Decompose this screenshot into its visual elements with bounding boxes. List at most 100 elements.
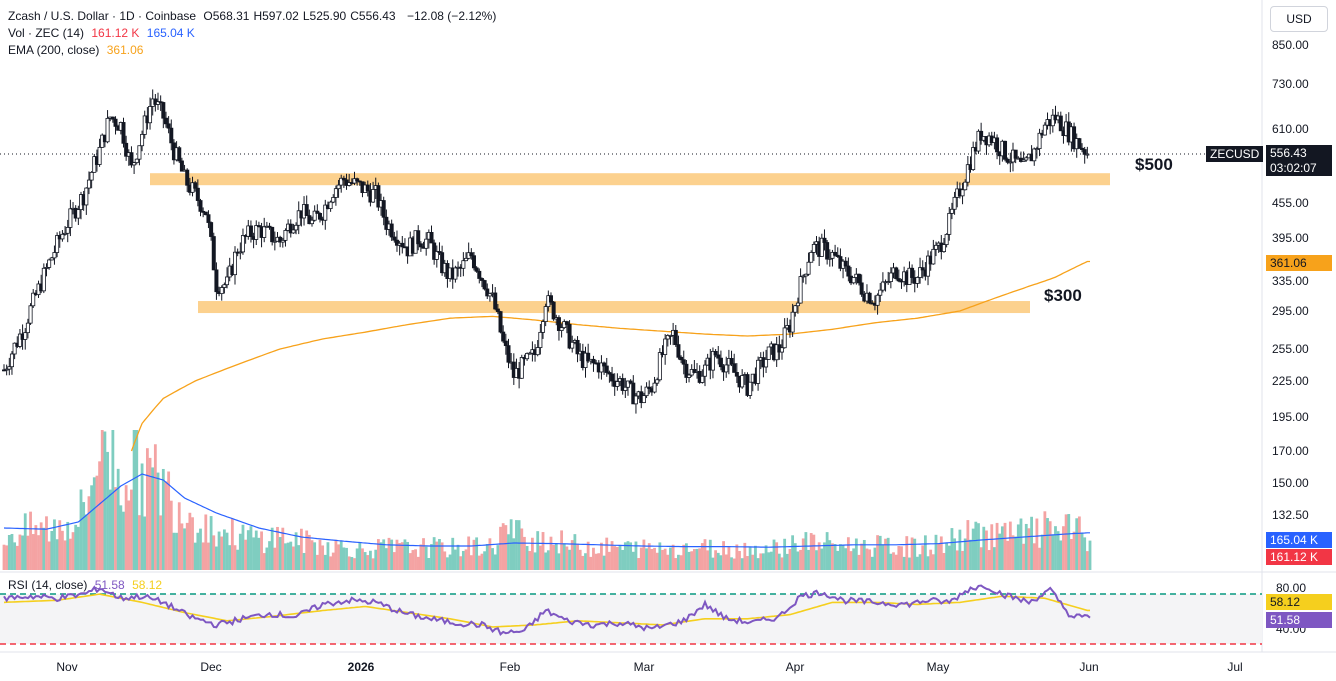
volume-bars [2, 430, 1092, 570]
volume-bar [456, 544, 460, 570]
candle-body [124, 142, 129, 157]
candlesticks [2, 89, 1090, 414]
candle-body [469, 252, 474, 257]
volume-bar [661, 549, 664, 570]
price-axis-label: 225.00 [1272, 374, 1309, 388]
volume-bar [156, 472, 160, 570]
volume-bar [87, 496, 91, 570]
time-axis[interactable]: Nov Dec 2026 Feb Mar Apr May Jun Jul [56, 660, 1242, 674]
volume-bar [650, 548, 654, 570]
candle-body [633, 395, 638, 405]
candle-body [575, 339, 580, 355]
currency-button[interactable]: USD [1270, 6, 1328, 32]
volume-bar [262, 553, 266, 570]
volume-bar [1014, 536, 1018, 570]
volume-bar [292, 546, 295, 570]
candle-body [25, 322, 30, 334]
volume-bar [690, 551, 694, 570]
volume-bar [347, 556, 351, 570]
volume-bar [260, 531, 263, 570]
candle-body [177, 147, 182, 162]
volume-bar [918, 554, 922, 570]
volume-bar [1040, 534, 1044, 570]
volume-bar [387, 537, 391, 570]
candle-body [222, 284, 227, 288]
volume-bar [565, 546, 569, 570]
candle-body [628, 380, 633, 384]
candle-body [219, 287, 224, 295]
volume-bar [236, 549, 240, 570]
candle-body [211, 236, 216, 271]
volume-bar [172, 532, 176, 570]
candle-body [684, 363, 689, 378]
volume-bar [695, 548, 699, 570]
volume-bar [942, 552, 946, 570]
candle-body [843, 260, 848, 267]
volume-bar [82, 502, 86, 570]
price-axis[interactable]: 850.00 730.00 610.00 455.00 395.00 335.00 295.… [1272, 38, 1309, 522]
candle-body [283, 230, 288, 241]
volume-bar [512, 538, 516, 570]
volume-bar [982, 526, 986, 570]
candle-body [392, 236, 397, 241]
volume-bar [947, 545, 951, 570]
volume-bar [501, 523, 505, 570]
candle-body [97, 146, 102, 165]
volume-bar [371, 558, 375, 570]
volume-bar [207, 542, 210, 570]
candle-body [381, 200, 386, 218]
volume-bar [315, 554, 319, 570]
volume-bar [34, 525, 38, 570]
candle-body [963, 181, 968, 191]
volume-bar [400, 542, 404, 570]
volume-bar [61, 530, 64, 570]
volume-bar [581, 555, 585, 570]
volume-bar [374, 549, 378, 570]
volume-bar [772, 539, 776, 570]
volume-bar [318, 539, 322, 570]
volume-bar [355, 548, 359, 570]
volume-bar [602, 555, 606, 570]
volume-bar [849, 551, 853, 570]
legend-ema-row: EMA (200, close) 361.06 [8, 43, 147, 58]
countdown-tag: 03:02:07 [1266, 160, 1332, 176]
volume-bar [132, 430, 136, 570]
volume-bar [722, 541, 725, 570]
volume-bar [677, 554, 680, 570]
volume-bar [714, 550, 718, 570]
volume-bar [618, 545, 622, 570]
volume-bar [225, 532, 229, 570]
volume-bar [84, 514, 88, 570]
volume-bar [937, 543, 941, 570]
volume-bar [605, 537, 609, 570]
volume-bar [31, 534, 35, 570]
volume-bar [71, 532, 75, 570]
volume-bar [268, 541, 271, 570]
volume-bar [185, 522, 189, 570]
volume-bar [809, 533, 813, 570]
volume-bar [448, 554, 452, 570]
candle-body [389, 223, 394, 238]
volume-bar [759, 553, 763, 570]
volume-bar [716, 552, 720, 570]
volume-bar [297, 545, 301, 570]
volume-bar [130, 489, 133, 570]
volume-bar [817, 542, 821, 570]
candle-body [681, 359, 686, 365]
legend-ema-value: 361.06 [106, 43, 144, 57]
candle-body [941, 244, 946, 253]
volume-bar [74, 524, 78, 570]
candle-body [166, 123, 171, 129]
volume-bar [639, 547, 643, 570]
candle-body [668, 334, 673, 337]
candle-body [700, 375, 705, 383]
volume-bar [108, 489, 112, 570]
volume-bar [1064, 514, 1068, 570]
candle-body [323, 204, 328, 221]
candle-body [434, 251, 439, 260]
candle-body [44, 267, 49, 269]
volume-bar [897, 545, 901, 570]
volume-ma-tag: 165.04 K [1266, 532, 1332, 548]
candle-body [1080, 147, 1085, 150]
